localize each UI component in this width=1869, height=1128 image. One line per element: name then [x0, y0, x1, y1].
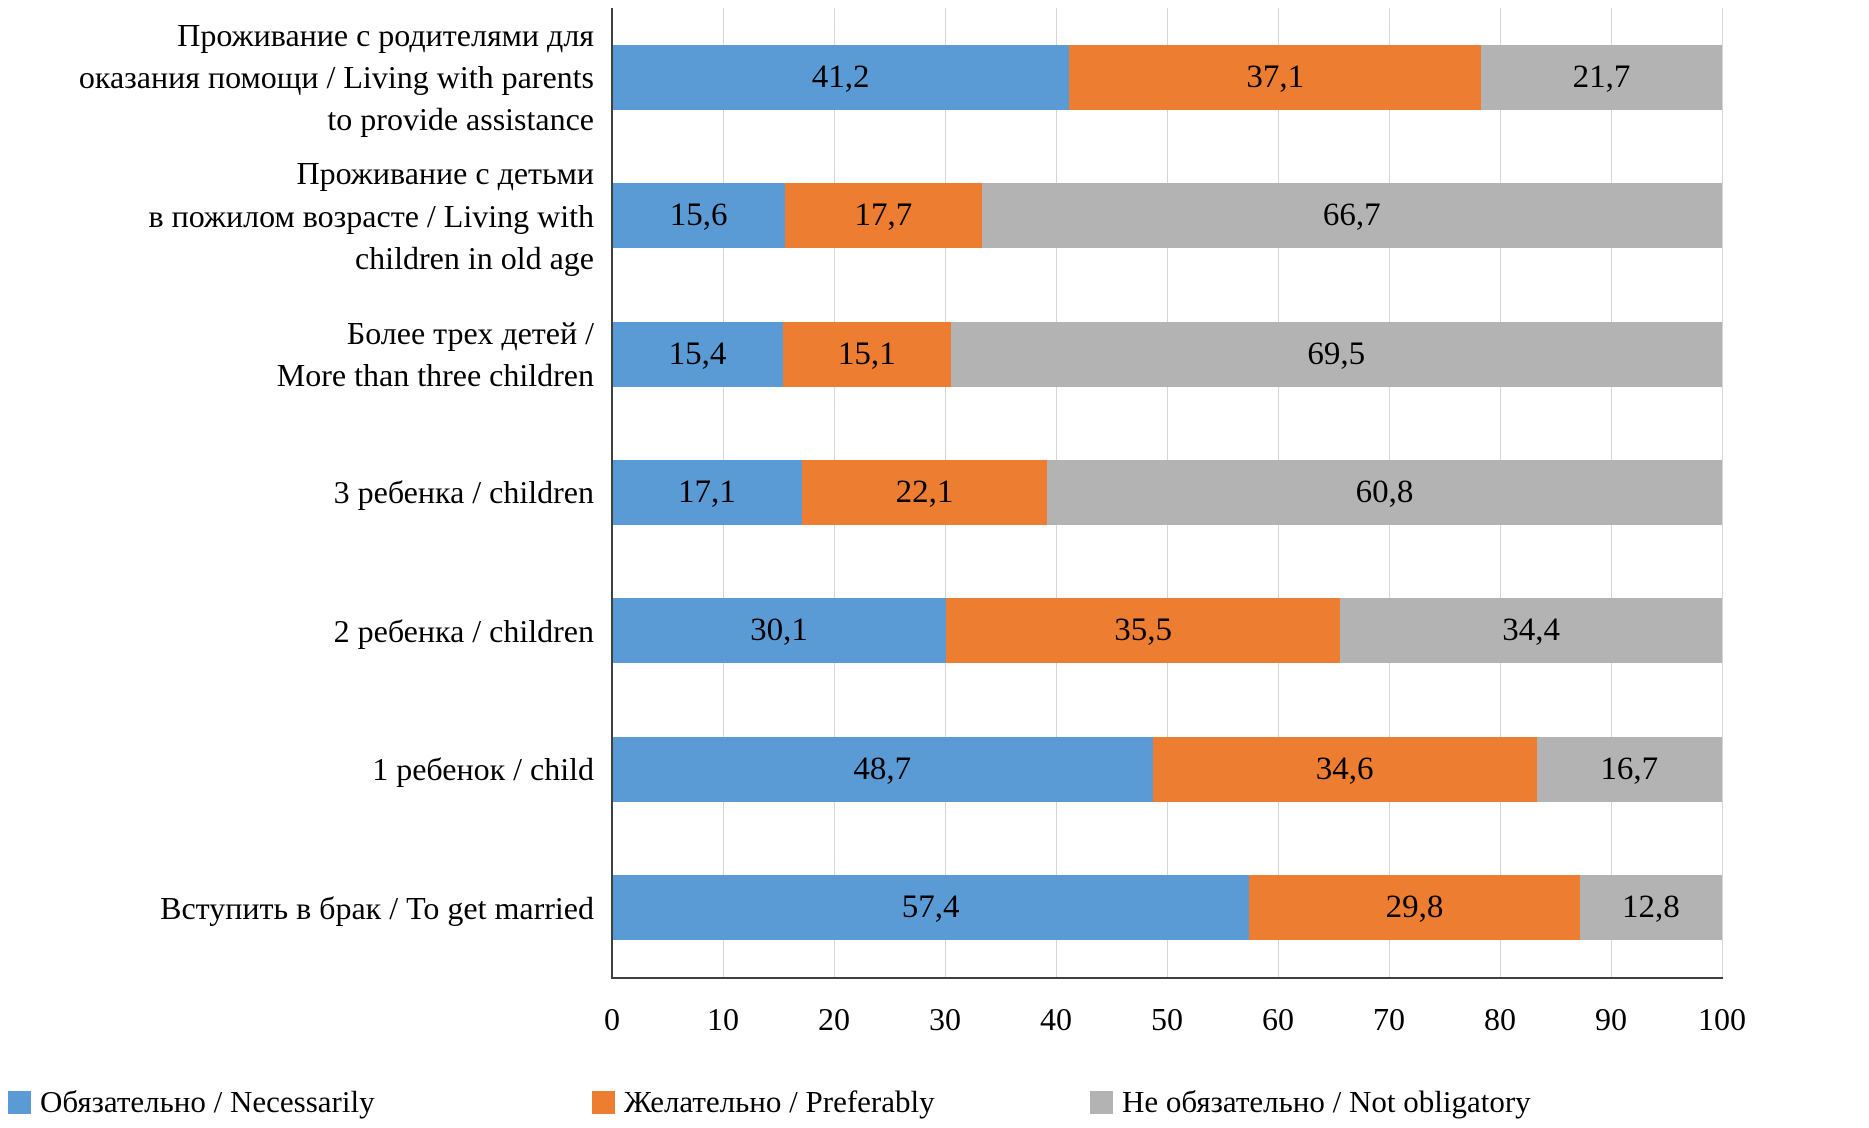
x-tick-label: 10	[707, 1001, 739, 1037]
legend-swatch	[1090, 1090, 1113, 1114]
category-label-text: Более трех детей / More than three childr…	[276, 314, 594, 394]
x-tick-label: 80	[1484, 1001, 1516, 1037]
category-label-text: 3 ребенка / children	[333, 474, 594, 511]
segment-value-label: 48,7	[853, 750, 912, 787]
x-tick-label: 90	[1595, 1001, 1627, 1037]
category-label-text: Проживание с родителями для оказания помо…	[78, 16, 594, 138]
bar-segment: 16,7	[1536, 736, 1722, 802]
segment-value-label: 66,7	[1322, 197, 1381, 234]
bar-segment: 17,7	[785, 183, 982, 249]
bar-segment: 34,4	[1340, 598, 1722, 664]
segment-value-label: 30,1	[750, 612, 808, 649]
legend-label: Обязательно / Necessarily	[40, 1084, 375, 1119]
x-tick-label: 0	[604, 1001, 620, 1037]
segment-value-label: 15,6	[669, 197, 728, 234]
x-tick-label: 60	[1262, 1001, 1294, 1037]
segment-value-label: 15,4	[668, 335, 727, 372]
bar-segment: 48,7	[612, 736, 1153, 802]
segment-value-label: 60,8	[1355, 474, 1414, 510]
bar-segment: 57,4	[612, 875, 1250, 941]
segment-value-label: 17,7	[854, 197, 913, 234]
category-label-text: 2 ребенка / children	[333, 612, 594, 649]
bar-segment: 17,1	[612, 460, 802, 525]
bar-segment: 29,8	[1249, 875, 1580, 941]
bar-row: 15,6 17,7 66,7	[612, 183, 1722, 249]
category-label: 3 ребенка / children	[0, 423, 594, 561]
segment-value-label: 69,5	[1307, 335, 1366, 372]
y-axis-line	[611, 8, 613, 977]
bar-segment: 22,1	[801, 460, 1048, 525]
segment-value-label: 57,4	[901, 889, 960, 926]
legend-item: Обязательно / Necessarily	[8, 1082, 375, 1122]
bar-segment: 69,5	[950, 321, 1722, 387]
bar-segment: 15,4	[612, 321, 783, 387]
x-tick-label: 50	[1151, 1001, 1183, 1037]
x-axis-line	[611, 977, 1723, 979]
category-label: Более трех детей / More than three childr…	[0, 285, 594, 423]
segment-value-label: 22,1	[895, 474, 954, 510]
x-tick-label: 30	[929, 1001, 961, 1037]
bar-row: 41,2 37,1 21,7	[612, 44, 1722, 110]
category-label: Проживание с детьми в пожилом возрасте / …	[0, 146, 594, 284]
category-label: 1 ребенок / child	[0, 700, 594, 838]
bar-segment: 15,6	[612, 183, 786, 249]
segment-value-label: 35,5	[1114, 612, 1172, 649]
bar-row: 57,4 29,8 12,8	[612, 875, 1722, 941]
bar-segment: 35,5	[946, 598, 1341, 664]
bar-segment: 12,8	[1579, 875, 1722, 941]
legend-label: Желательно / Preferably	[624, 1084, 935, 1119]
bar-segment: 15,1	[782, 321, 951, 387]
legend-swatch	[8, 1090, 31, 1114]
bar-row: 15,4 15,1 69,5	[612, 321, 1722, 387]
bar-segment: 37,1	[1069, 44, 1482, 110]
segment-value-label: 16,7	[1600, 750, 1659, 787]
bar-row: 17,1 22,1 60,8	[612, 460, 1722, 525]
segment-value-label: 12,8	[1622, 889, 1680, 926]
category-label: 2 ребенка / children	[0, 562, 594, 700]
segment-value-label: 29,8	[1385, 889, 1444, 926]
segment-value-label: 37,1	[1246, 58, 1305, 95]
x-tick-label: 40	[1040, 1001, 1072, 1037]
bar-segment: 21,7	[1481, 44, 1722, 110]
bar-segment: 66,7	[981, 183, 1722, 249]
category-label: Вступить в брак / To get married	[0, 839, 594, 977]
segment-value-label: 41,2	[811, 58, 870, 95]
segment-value-label: 34,4	[1502, 612, 1560, 649]
legend-item: Желательно / Preferably	[592, 1082, 935, 1122]
legend-label: Не обязательно / Not obligatory	[1122, 1084, 1531, 1119]
category-label-text: Проживание с детьми в пожилом возрасте / …	[148, 155, 594, 276]
gridline	[1722, 8, 1723, 977]
category-label: Проживание с родителями для оказания помо…	[0, 8, 594, 146]
bar-segment: 41,2	[612, 44, 1070, 110]
bar-row: 30,1 35,5 34,4	[612, 598, 1722, 664]
x-tick-label: 70	[1373, 1001, 1405, 1037]
category-label-text: Вступить в брак / To get married	[160, 889, 594, 926]
bar-row: 48,7 34,6 16,7	[612, 736, 1722, 802]
segment-value-label: 21,7	[1572, 58, 1631, 95]
x-tick-label: 100	[1698, 1001, 1746, 1037]
legend-item: Не обязательно / Not obligatory	[1090, 1082, 1531, 1122]
segment-value-label: 34,6	[1315, 750, 1374, 787]
category-label-text: 1 ребенок / child	[372, 751, 594, 788]
x-tick-label: 20	[818, 1001, 850, 1037]
legend-swatch	[592, 1090, 615, 1114]
segment-value-label: 17,1	[678, 474, 736, 510]
segment-value-label: 15,1	[837, 335, 896, 372]
bar-segment: 30,1	[612, 598, 947, 664]
bar-segment: 60,8	[1047, 460, 1722, 525]
bar-segment: 34,6	[1152, 736, 1537, 802]
